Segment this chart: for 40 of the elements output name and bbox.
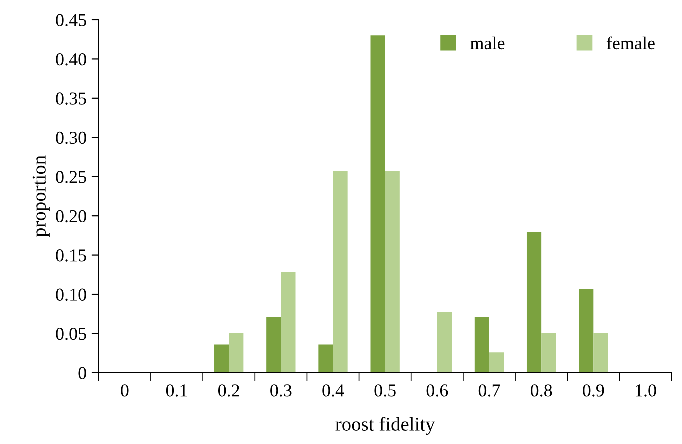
x-tick-label: 0.1 <box>166 384 188 397</box>
bar <box>542 332 556 373</box>
x-tick-label: 0.2 <box>218 384 240 397</box>
x-tick-label: 0.7 <box>478 384 500 397</box>
x-tick-label: 0.8 <box>530 384 552 397</box>
y-tick-label: 0.15 <box>56 250 86 262</box>
bar <box>489 352 504 373</box>
x-tick-label: 1.0 <box>636 384 656 397</box>
bar <box>370 36 386 373</box>
y-tick-label: 0.30 <box>56 132 86 144</box>
bar <box>266 317 282 373</box>
bar <box>437 312 452 373</box>
bar <box>385 171 400 373</box>
x-tick-label: 0.4 <box>322 384 344 397</box>
bar <box>229 332 244 373</box>
x-tick-label: 0 <box>121 384 129 397</box>
x-tick-label: 0.3 <box>270 384 292 397</box>
y-tick-label: 0.05 <box>56 328 86 340</box>
y-tick-label: 0.40 <box>56 53 86 66</box>
x-tick-label: 0.5 <box>374 384 396 397</box>
x-tick-label: 0.9 <box>583 384 604 397</box>
y-tick-label: 0.35 <box>56 92 86 105</box>
bar <box>281 272 296 373</box>
y-axis-title: proportion <box>32 156 50 238</box>
y-tick-label: 0.20 <box>56 210 86 223</box>
x-tick-label: 0.6 <box>426 384 448 397</box>
y-tick-label: 0.10 <box>56 288 86 302</box>
bar <box>214 344 230 373</box>
bar <box>579 289 594 373</box>
bar <box>318 344 334 373</box>
bar <box>474 317 490 373</box>
bar <box>526 232 542 373</box>
bar <box>333 171 348 373</box>
y-tick-label: 0.25 <box>56 171 86 184</box>
y-tick-label: 0.45 <box>56 14 86 26</box>
legend-label: female <box>606 36 655 50</box>
y-tick-label: 0 <box>78 367 86 380</box>
x-axis-title: roost fidelity <box>336 417 436 435</box>
bar <box>594 332 608 373</box>
legend-label: male <box>470 36 505 50</box>
